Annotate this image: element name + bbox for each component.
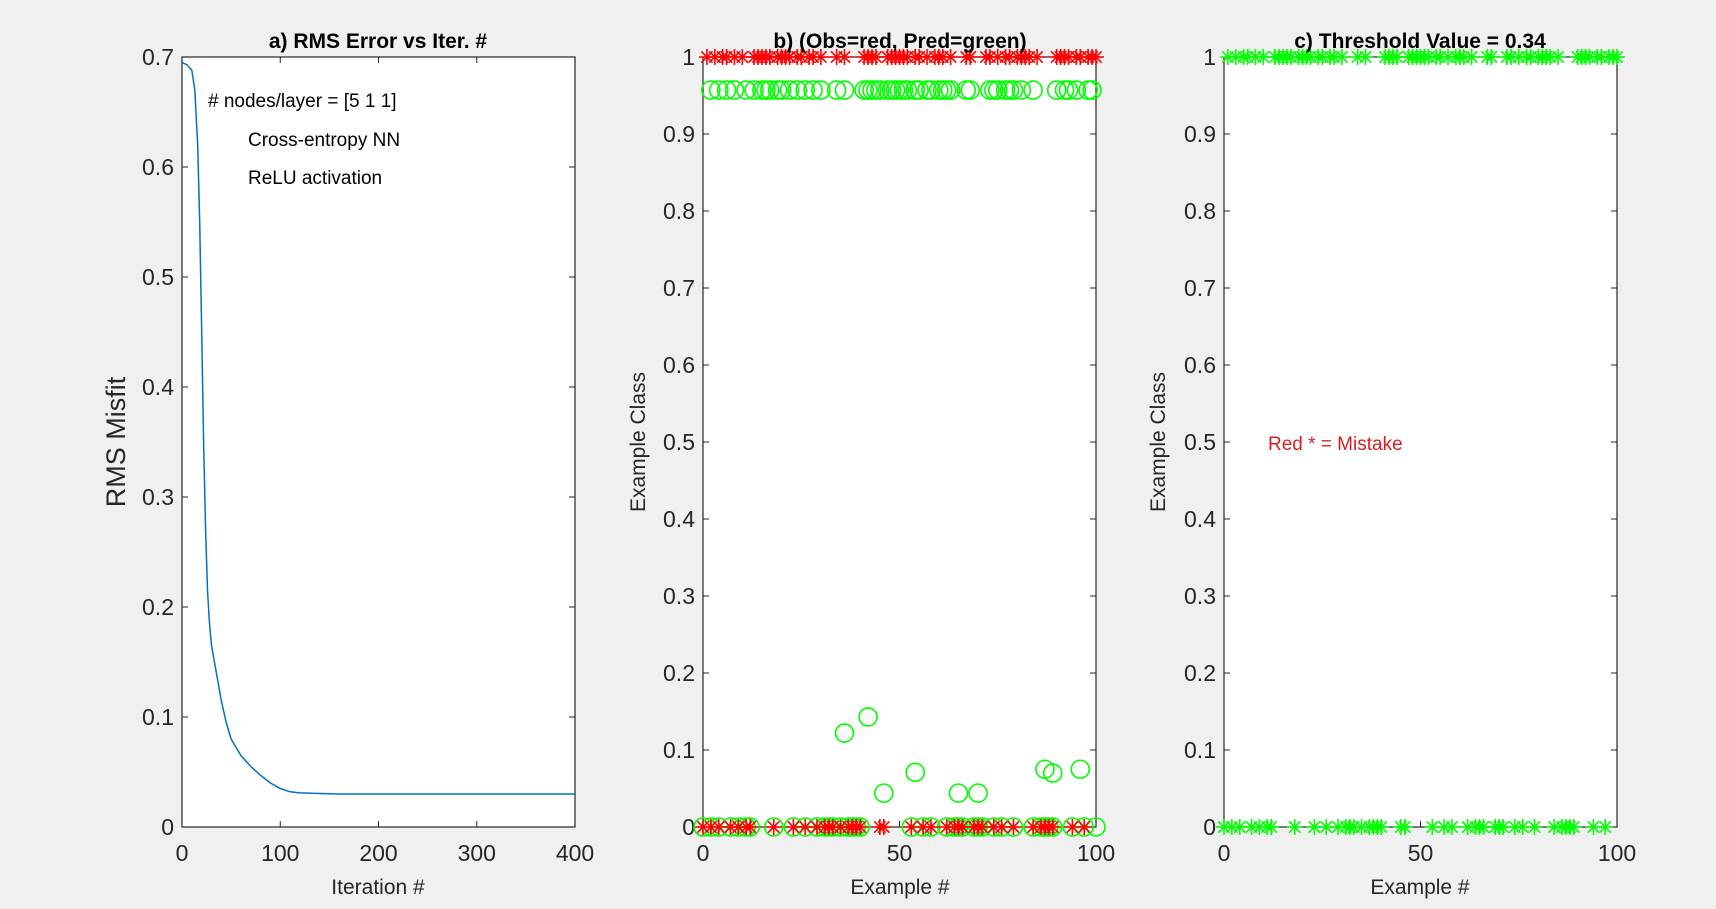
- panel-c-title: c) Threshold Value = 0.34: [1294, 30, 1546, 53]
- panel-c-ylabel: Example Class: [1147, 372, 1170, 512]
- y-tick-label: 0.2: [663, 660, 695, 686]
- obs-point: [766, 819, 782, 835]
- y-tick-label: 0.7: [142, 44, 174, 70]
- classified-point: [1597, 819, 1613, 835]
- y-tick-label: 0.7: [663, 275, 695, 301]
- classified-point: [1287, 819, 1303, 835]
- figure: 0 100 200 300 40000.10.20.30.40.50.60.7 a) R…: [0, 0, 1716, 909]
- x-tick-label: 400: [556, 840, 594, 866]
- y-tick-label: 1: [682, 44, 695, 70]
- y-tick-label: 0.3: [142, 484, 174, 510]
- y-tick-label: 0.6: [663, 352, 695, 378]
- y-tick-label: 0.1: [1184, 737, 1216, 763]
- x-tick-label: 100: [1598, 840, 1636, 866]
- x-tick-label: 0: [697, 840, 710, 866]
- y-tick-label: 0.5: [142, 264, 174, 290]
- annotation-relu: ReLU activation: [248, 168, 382, 189]
- classified-point: [1609, 49, 1625, 65]
- panel-c-xlabel: Example #: [1370, 876, 1470, 899]
- y-tick-label: 0.9: [663, 121, 695, 147]
- x-tick-label: 0: [1218, 840, 1231, 866]
- y-tick-label: 0.6: [142, 154, 174, 180]
- panel-a-title: a) RMS Error vs Iter. #: [269, 30, 488, 53]
- y-tick-label: 0: [161, 814, 174, 840]
- obs-point: [1045, 819, 1061, 835]
- obs-point: [1005, 819, 1021, 835]
- x-tick-label: 300: [458, 840, 496, 866]
- panel-a-xlabel: Iteration #: [331, 876, 425, 899]
- y-tick-label: 0.5: [663, 429, 695, 455]
- x-tick-label: 100: [1077, 840, 1115, 866]
- y-tick-label: 0.9: [1184, 121, 1216, 147]
- annotation-nodes-per-layer: # nodes/layer = [5 1 1]: [208, 91, 397, 112]
- classified-point: [1444, 819, 1460, 835]
- y-tick-label: 0.2: [1184, 660, 1216, 686]
- x-tick-label: 50: [887, 840, 913, 866]
- y-tick-label: 0.3: [1184, 583, 1216, 609]
- obs-point: [1076, 819, 1092, 835]
- panel-b-xlabel: Example #: [850, 876, 950, 899]
- obs-point: [852, 819, 868, 835]
- obs-point: [1029, 49, 1045, 65]
- obs-point: [876, 819, 892, 835]
- y-tick-label: 1: [1203, 44, 1216, 70]
- y-tick-label: 0.1: [142, 704, 174, 730]
- panel-a-ylabel: RMS Misfit: [101, 376, 131, 507]
- y-tick-label: 0.4: [1184, 506, 1216, 532]
- y-tick-label: 0.2: [142, 594, 174, 620]
- x-tick-label: 100: [261, 840, 299, 866]
- classified-point: [1566, 819, 1582, 835]
- obs-point: [742, 819, 758, 835]
- y-tick-label: 0.4: [663, 506, 695, 532]
- y-tick-label: 0.8: [1184, 198, 1216, 224]
- annotation-cross-entropy: Cross-entropy NN: [248, 130, 400, 151]
- y-tick-label: 0.6: [1184, 352, 1216, 378]
- y-tick-label: 0.3: [663, 583, 695, 609]
- y-tick-label: 0.1: [663, 737, 695, 763]
- y-tick-label: 0.8: [663, 198, 695, 224]
- classified-point: [1263, 819, 1279, 835]
- y-tick-label: 0.4: [142, 374, 174, 400]
- annotation-mistake: Red * = Mistake: [1268, 434, 1403, 455]
- y-tick-label: 0.7: [1184, 275, 1216, 301]
- panel-b-title: b) (Obs=red, Pred=green): [773, 30, 1026, 53]
- x-tick-label: 0: [176, 840, 189, 866]
- classified-point: [1550, 49, 1566, 65]
- y-tick-label: 0: [682, 814, 695, 840]
- classified-point: [1373, 819, 1389, 835]
- x-tick-label: 50: [1408, 840, 1434, 866]
- classified-point: [1526, 819, 1542, 835]
- panel-b-ylabel: Example Class: [627, 372, 650, 512]
- classified-point: [1397, 819, 1413, 835]
- panel-b-axes: [703, 57, 1096, 827]
- y-tick-label: 0: [1203, 814, 1216, 840]
- y-tick-label: 0.5: [1184, 429, 1216, 455]
- x-tick-label: 200: [359, 840, 397, 866]
- obs-point: [923, 819, 939, 835]
- obs-point: [1088, 49, 1104, 65]
